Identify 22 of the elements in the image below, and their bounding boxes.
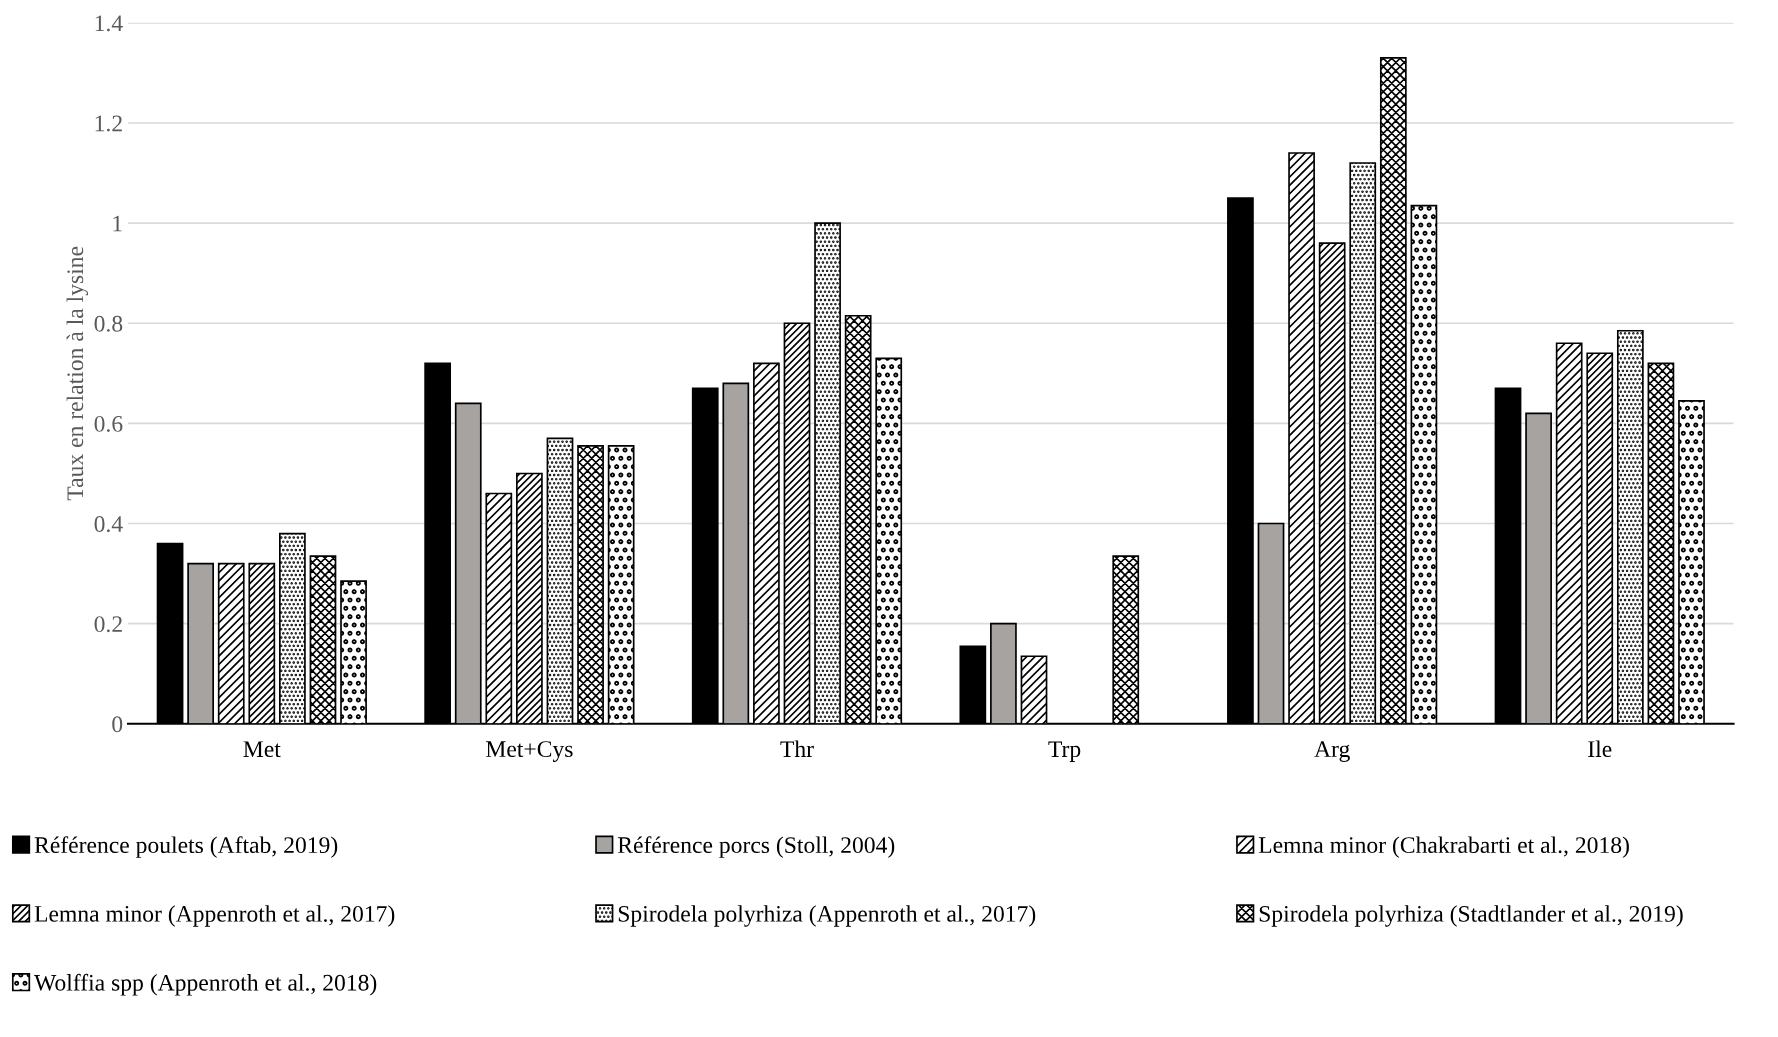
legend-label: Lemna minor (Appenroth et al., 2017) bbox=[34, 905, 395, 927]
legend-label: Lemna minor (Chakrabarti et al., 2018) bbox=[1258, 836, 1629, 858]
x-tick-label: Met+Cys bbox=[486, 741, 573, 762]
legend-label: Spirodela polyrhiza (Appenroth et al., 2017) bbox=[618, 905, 1036, 927]
legend-label: Wolffia spp (Appenroth et al., 2018) bbox=[34, 973, 377, 996]
y-tick-label: 1.4 bbox=[95, 15, 123, 32]
y-tick-label: 0.8 bbox=[94, 315, 123, 332]
x-tick-label: Trp bbox=[1048, 741, 1081, 762]
y-tick-label: 1 bbox=[113, 215, 122, 232]
x-tick-label: Ile bbox=[1588, 740, 1612, 758]
y-tick-label: 0.2 bbox=[94, 616, 122, 633]
x-tick-label: Thr bbox=[780, 740, 814, 757]
legend-label: Référence porcs (Stoll, 2004) bbox=[617, 836, 895, 858]
y-tick-label: 0.4 bbox=[94, 516, 123, 533]
y-tick-label: 1.2 bbox=[95, 115, 122, 132]
legend-label: Référence poulets (Aftab, 2019) bbox=[34, 836, 338, 858]
legend-label: Spirodela polyrhiza (Stadtlander et al., 2019) bbox=[1259, 905, 1683, 927]
x-tick-label: Met bbox=[243, 741, 281, 758]
y-tick-label: 0.6 bbox=[94, 415, 123, 432]
y-axis-title: Taux en relation à la lysine bbox=[66, 246, 89, 501]
x-tick-label: Arg bbox=[1314, 741, 1350, 762]
y-tick-label: 0 bbox=[112, 716, 123, 733]
